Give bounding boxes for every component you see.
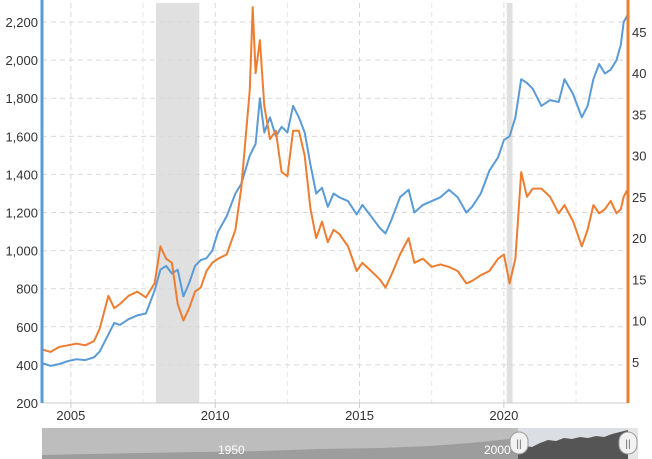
- navigator-selected-area: [518, 430, 628, 459]
- x-axis-tick-labels: 2005 2010 2015 2020: [56, 408, 518, 423]
- silver-price-line: [41, 6, 629, 353]
- right-axis-tick-label: 20: [632, 231, 646, 246]
- recession-band: [156, 3, 200, 403]
- left-axis-tick-label: 1,600: [5, 129, 38, 144]
- left-axis-tick-label: 1,200: [5, 206, 38, 221]
- right-axis-tick-label: 35: [632, 107, 646, 122]
- recession-band: [506, 3, 513, 403]
- navigator-unselected-mask: [42, 428, 518, 459]
- left-axis-tick-label: 1,800: [5, 91, 38, 106]
- left-axis-tick-label: 800: [16, 282, 38, 297]
- right-axis-tick-label: 5: [632, 355, 639, 370]
- right-axis-tick-label: 25: [632, 190, 646, 205]
- navigator-year-label: 1950: [218, 443, 245, 457]
- x-axis-tick-label: 2020: [489, 408, 518, 423]
- x-axis-tick-label: 2015: [345, 408, 374, 423]
- left-axis-tick-label: 1,400: [5, 167, 38, 182]
- handle-grip-icon: ||: [516, 439, 521, 450]
- series-lines: [41, 6, 629, 367]
- right-axis-tick-labels: 5 10 15 20 25 30 35 40 45: [632, 25, 646, 370]
- right-axis-tick-label: 10: [632, 314, 646, 329]
- navigator-left-handle[interactable]: ||: [509, 431, 529, 455]
- right-axis-tick-label: 45: [632, 25, 646, 40]
- left-axis-tick-label: 200: [16, 396, 38, 411]
- left-axis-tick-label: 2,000: [5, 53, 38, 68]
- left-axis-tick-labels: 200 400 600 800 1,000 1,200 1,400 1,600 1,800 2,0…: [5, 15, 38, 411]
- right-axis-tick-label: 30: [632, 149, 646, 164]
- right-axis-tick-label: 15: [632, 272, 646, 287]
- time-range-navigator[interactable]: 1950 2000 || ||: [42, 428, 638, 459]
- x-axis-tick-label: 2005: [56, 408, 85, 423]
- left-axis-tick-label: 400: [16, 358, 38, 373]
- left-axis-tick-label: 600: [16, 320, 38, 335]
- gridlines: [42, 3, 628, 404]
- navigator-right-handle[interactable]: ||: [618, 431, 638, 455]
- navigator-year-label: 2000: [484, 443, 511, 457]
- right-axis-tick-label: 40: [632, 66, 646, 81]
- x-axis-tick-label: 2010: [201, 408, 230, 423]
- gold-price-line: [41, 13, 629, 367]
- handle-grip-icon: ||: [625, 439, 630, 450]
- left-axis-tick-label: 1,000: [5, 244, 38, 259]
- recession-bands: [156, 3, 513, 403]
- left-axis-tick-label: 2,200: [5, 15, 38, 30]
- axes: [40, 0, 630, 408]
